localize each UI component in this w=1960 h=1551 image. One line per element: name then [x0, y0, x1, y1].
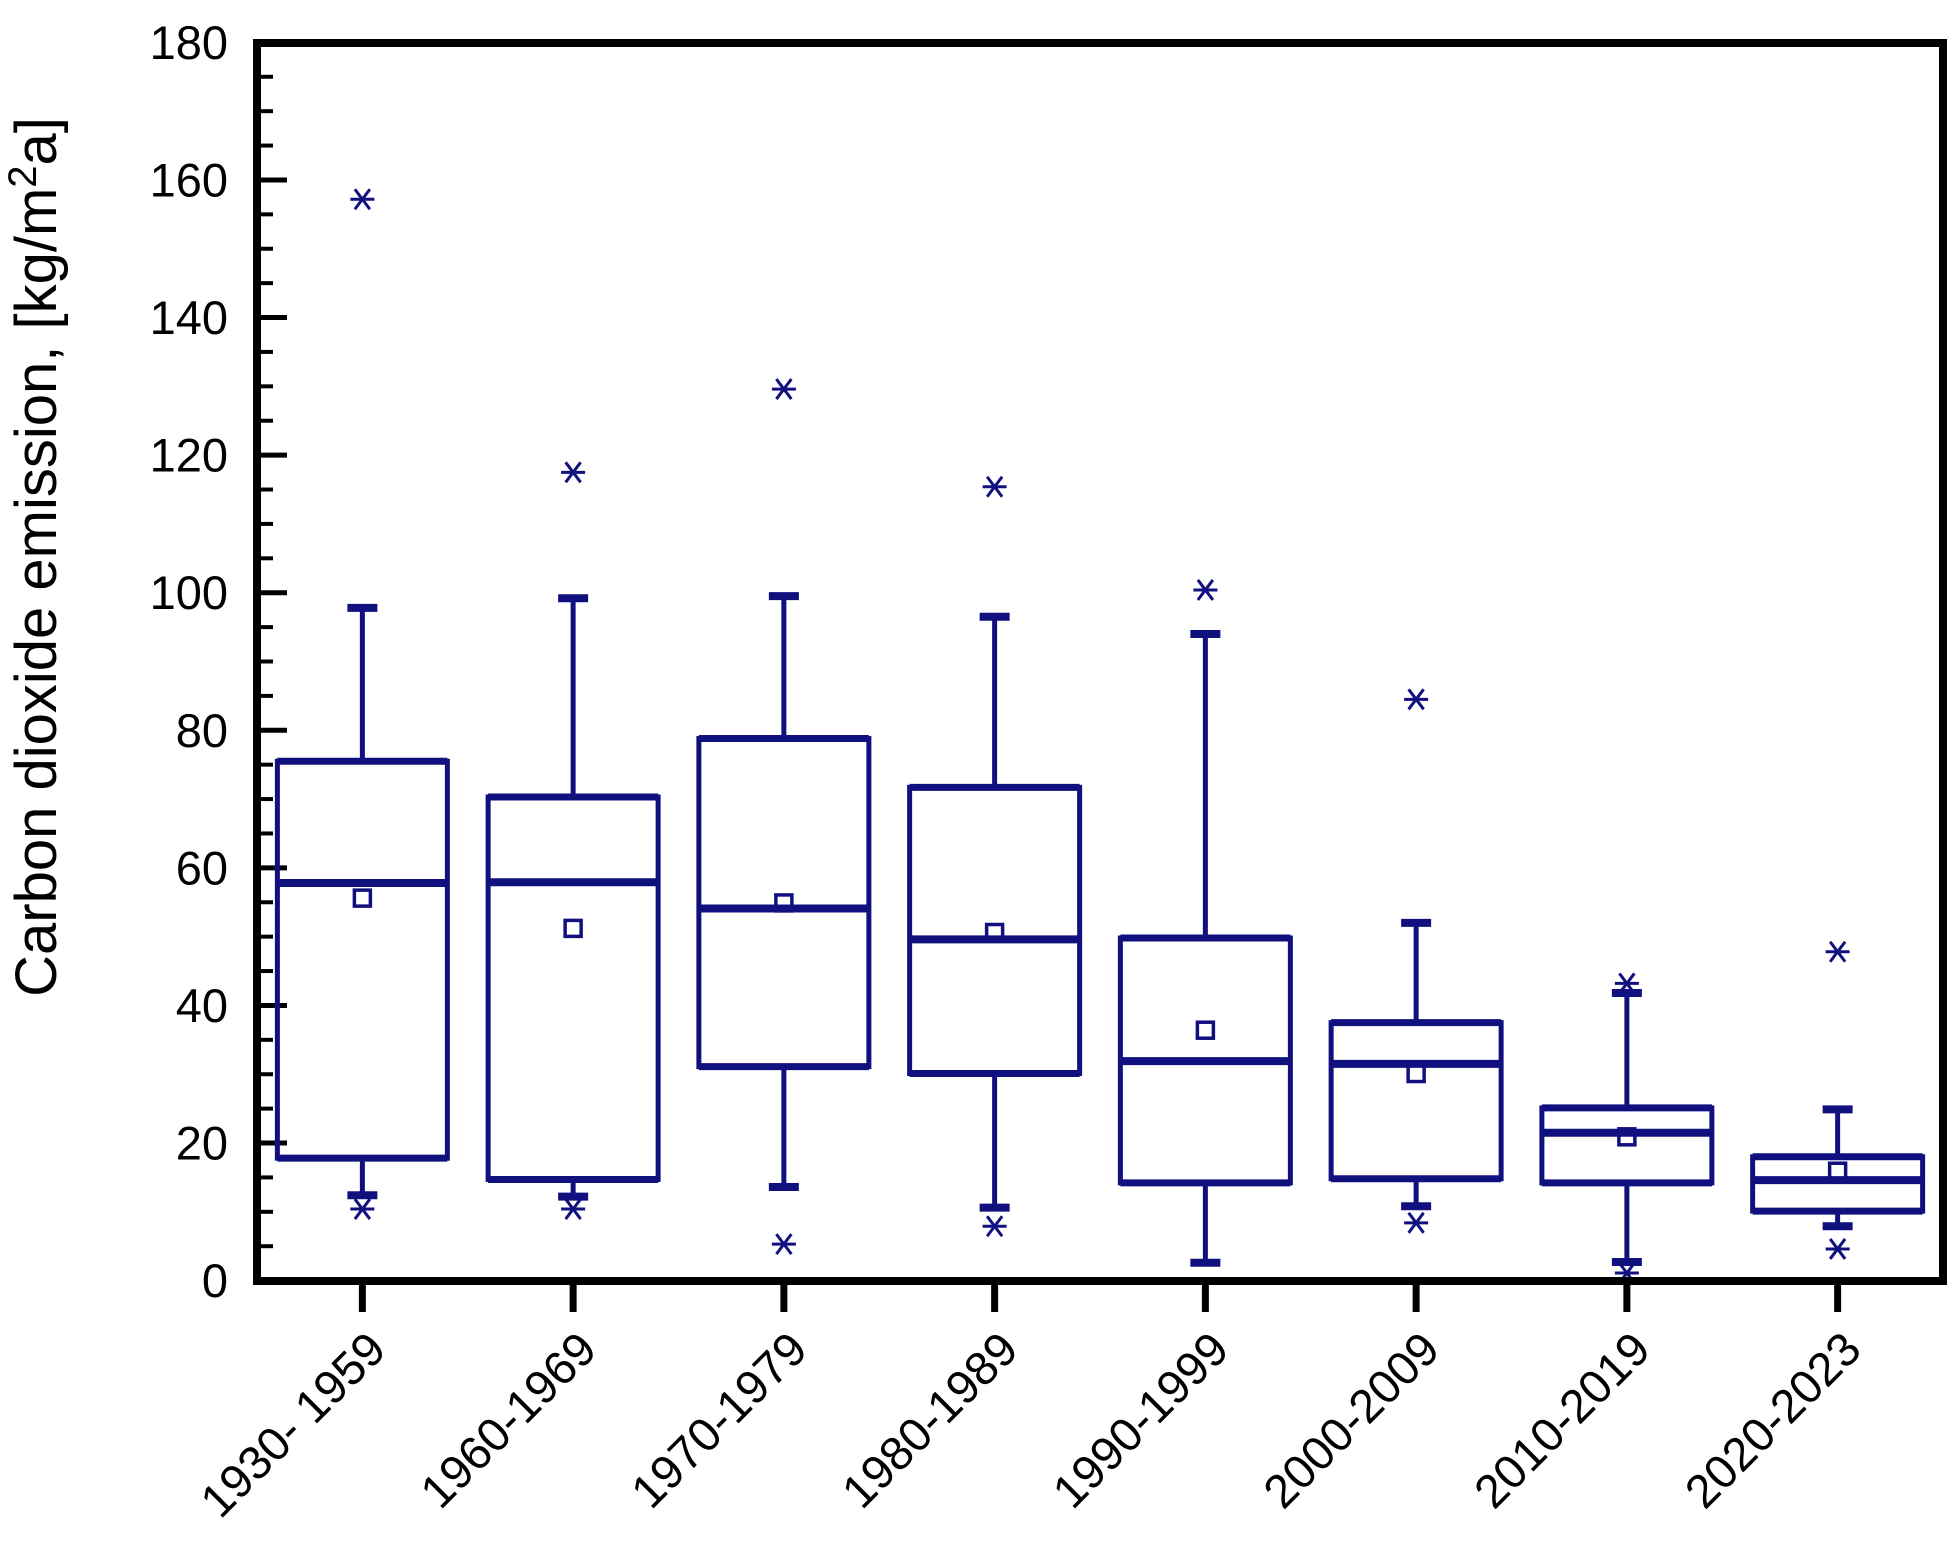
outlier-marker-spoke — [1618, 972, 1636, 995]
mean-marker — [1406, 1063, 1426, 1084]
box-group-1960-1969 — [485, 594, 661, 1201]
mean-marker — [352, 888, 373, 908]
outlier-marker — [771, 378, 796, 400]
y-axis-tick-label: 20 — [176, 1117, 228, 1170]
y-axis-tick-label: 100 — [150, 566, 228, 619]
mean-marker — [984, 922, 1005, 943]
outlier-marker-spoke — [564, 461, 582, 484]
outlier-marker — [1614, 972, 1639, 995]
outlier-marker-spoke — [353, 1198, 372, 1220]
outlier-marker — [561, 1198, 586, 1220]
y-axis-tick-label: 160 — [150, 153, 228, 206]
y-axis-tick-label: 60 — [176, 841, 228, 894]
box-group-2010-2019 — [1539, 989, 1715, 1267]
outlier-marker — [561, 461, 586, 484]
outlier-marker — [982, 475, 1007, 498]
y-axis-tick-label: 120 — [150, 429, 228, 482]
mean-marker — [1827, 1161, 1848, 1181]
mean-marker — [774, 893, 794, 913]
y-axis-title: Carbon dioxide emission, [kg/m2a] — [1, 117, 69, 997]
outlier-marker-spoke — [1828, 1238, 1847, 1260]
y-axis-tick-label: 180 — [150, 16, 228, 69]
outlier-marker-spoke — [1196, 579, 1215, 601]
box-group-1930-1959 — [274, 603, 450, 1200]
outlier-marker-spoke — [1407, 1211, 1425, 1234]
outlier-marker — [1404, 688, 1429, 711]
outlier-marker-spoke — [564, 1198, 582, 1220]
mean-marker — [1617, 1127, 1637, 1147]
box-group-1980-1989 — [907, 612, 1083, 1212]
mean-marker — [563, 918, 583, 939]
outlier-marker-spoke — [775, 378, 793, 400]
outlier-marker-spoke — [985, 1215, 1004, 1238]
outlier-marker — [350, 1198, 375, 1220]
outlier-marker — [982, 1215, 1007, 1238]
box-group-1970-1979 — [696, 592, 872, 1192]
outlier-marker-spoke — [775, 1233, 793, 1256]
outlier-marker-spoke — [1407, 688, 1425, 711]
y-axis-tick-label: 0 — [202, 1254, 228, 1307]
y-axis-tick-label: 80 — [176, 704, 228, 757]
outlier-marker — [350, 188, 375, 211]
outlier-marker-spoke — [1828, 940, 1847, 963]
box-group-2020-2023 — [1750, 1105, 1926, 1231]
mean-marker — [1195, 1020, 1216, 1040]
y-axis-tick-label: 140 — [150, 291, 228, 344]
box-group-2000-2009 — [1328, 918, 1504, 1211]
outlier-marker — [1193, 579, 1218, 601]
outlier-marker — [1404, 1211, 1429, 1234]
outlier-marker-spoke — [353, 188, 372, 211]
outlier-marker — [1825, 1238, 1850, 1260]
outlier-marker-spoke — [985, 475, 1004, 498]
box-group-1990-1999 — [1117, 629, 1293, 1267]
y-axis-tick-label: 40 — [176, 979, 228, 1032]
outlier-marker — [771, 1233, 796, 1256]
outlier-marker — [1825, 940, 1850, 963]
plot-frame — [253, 39, 1947, 1285]
